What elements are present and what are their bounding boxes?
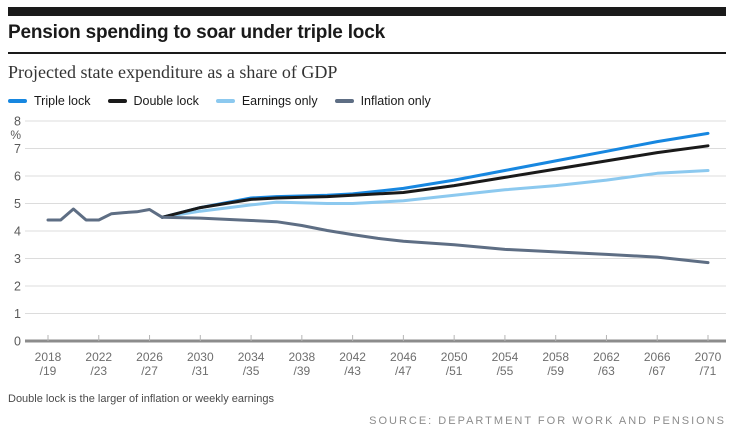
y-axis-unit-label: %	[10, 128, 21, 142]
legend-item-double-lock: Double lock	[107, 94, 199, 108]
y-tick-label-4: 4	[14, 225, 21, 239]
x-tick-label-2038: 2038	[288, 350, 315, 364]
legend-item-inflation-only: Inflation only	[334, 94, 431, 108]
x-tick-label-2034: 2034	[238, 350, 265, 364]
x-tick-label-2070: 2070	[695, 350, 722, 364]
x-tick-label2-2054: /55	[497, 364, 514, 378]
x-tick-label2-2034: /35	[243, 364, 260, 378]
y-tick-label-8: 8	[14, 115, 21, 129]
x-tick-label2-2026: /27	[141, 364, 158, 378]
x-tick-label-2066: 2066	[644, 350, 671, 364]
legend-label: Double lock	[133, 94, 199, 108]
chart-subtitle: Projected state expenditure as a share o…	[8, 62, 338, 82]
legend-swatch-triple-lock	[8, 99, 27, 103]
y-tick-label-7: 7	[14, 142, 21, 156]
x-tick-label-2058: 2058	[542, 350, 569, 364]
y-tick-label-1: 1	[14, 307, 21, 321]
x-tick-label2-2038: /39	[294, 364, 311, 378]
x-tick-label2-2022: /23	[90, 364, 107, 378]
legend-item-earnings-only: Earnings only	[215, 94, 318, 108]
x-tick-label-2030: 2030	[187, 350, 214, 364]
y-tick-label-0: 0	[14, 335, 21, 349]
footnote: Double lock is the larger of inflation o…	[8, 393, 274, 405]
x-tick-label2-2030: /31	[192, 364, 209, 378]
series-line-inflation-only	[46, 207, 710, 265]
y-tick-label-2: 2	[14, 280, 21, 294]
x-tick-label2-2018: /19	[40, 364, 57, 378]
chart-title: Pension spending to soar under triple lo…	[8, 22, 385, 43]
legend-label: Earnings only	[241, 94, 318, 108]
title-divider	[8, 52, 726, 54]
x-tick-label-2054: 2054	[492, 350, 519, 364]
legend-label: Inflation only	[360, 94, 431, 108]
series-line-earnings-only	[160, 169, 710, 219]
x-tick-label-2062: 2062	[593, 350, 620, 364]
line-chart: 0 1 2 3 4 5 6 7 8% 2018/19 2022/23 2026/27 2030/31 20…	[8, 111, 726, 379]
x-tick-label-2026: 2026	[136, 350, 163, 364]
x-tick-label-2046: 2046	[390, 350, 417, 364]
x-tick-label-2018: 2018	[35, 350, 62, 364]
x-tick-label2-2050: /51	[446, 364, 463, 378]
legend: Triple lock Double lock Earnings only Infla…	[8, 93, 726, 109]
legend-swatch-earnings-only	[215, 99, 235, 103]
legend-label: Triple lock	[34, 94, 91, 108]
y-tick-label-3: 3	[14, 252, 21, 266]
x-tick-label2-2042: /43	[344, 364, 361, 378]
x-tick-label2-2058: /59	[547, 364, 564, 378]
legend-swatch-double-lock	[107, 99, 127, 103]
x-tick-label-2022: 2022	[85, 350, 112, 364]
y-tick-label-6: 6	[14, 170, 21, 184]
x-tick-label-2042: 2042	[339, 350, 366, 364]
legend-item-triple-lock: Triple lock	[8, 94, 91, 108]
y-tick-label-5: 5	[14, 197, 21, 211]
source-credit: SOURCE: DEPARTMENT FOR WORK AND PENSIONS	[369, 415, 726, 427]
legend-swatch-inflation-only	[334, 99, 354, 103]
x-tick-label2-2070: /71	[700, 364, 717, 378]
series-line-double-lock	[160, 144, 710, 219]
x-tick-label2-2062: /63	[598, 364, 615, 378]
x-tick-label-2050: 2050	[441, 350, 468, 364]
top-accent-bar	[8, 7, 726, 16]
x-tick-label2-2046: /47	[395, 364, 412, 378]
x-tick-label2-2066: /67	[649, 364, 666, 378]
